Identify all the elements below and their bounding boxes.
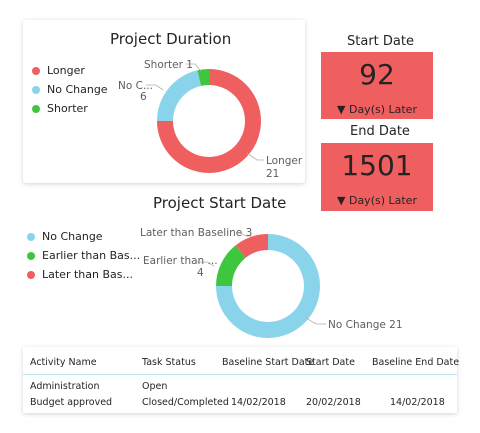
start-date-kpi-subtitle: ▼ Day(s) Later (337, 103, 417, 116)
column-header-baseline-end-date[interactable]: Baseline End Date (372, 357, 460, 368)
legend-label: Later than Bas... (42, 268, 133, 281)
start-date-kpi-title: Start Date (347, 34, 414, 49)
end-date-kpi-subtitle: ▼ Day(s) Later (337, 194, 417, 207)
table-cell-baseline-start: 14/02/2018 (231, 397, 286, 408)
table-cell-activity: Administration (30, 381, 100, 392)
legend-item-earlier[interactable]: Earlier than Bas... (27, 246, 140, 265)
callout-line-earlier (197, 261, 215, 267)
legend-dot-shorter (32, 104, 40, 113)
donut-slice-earlier-than-baseline[interactable] (216, 245, 246, 286)
donut-slice-no-change[interactable] (216, 234, 320, 338)
legend-label: No Change (47, 83, 108, 96)
legend-label: Longer (47, 64, 85, 77)
activity-table (23, 347, 457, 413)
table-cell-baseline-end: 14/02/2018 (390, 397, 445, 408)
project-duration-legend: Longer No Change Shorter (32, 61, 108, 118)
table-header-divider (23, 374, 457, 375)
legend-dot-longer (32, 66, 40, 75)
legend-item-shorter[interactable]: Shorter (32, 99, 108, 118)
callout-later: Later than Baseline 3 (140, 227, 252, 239)
legend-item-no-change[interactable]: No Change (27, 227, 140, 246)
callout-line-no-change (146, 84, 164, 91)
callout-longer-value: 21 (266, 168, 279, 180)
end-date-kpi-value: 1501 (341, 149, 413, 182)
column-header-start-date[interactable]: Start Date (306, 357, 355, 368)
column-header-activity-name[interactable]: Activity Name (30, 357, 97, 368)
donut-slice-shorter[interactable] (197, 69, 209, 86)
callout-line-shorter (186, 63, 202, 72)
legend-item-later[interactable]: Later than Bas... (27, 265, 140, 284)
donut-slice-later-than-baseline[interactable] (235, 234, 268, 258)
table-cell-start: 20/02/2018 (306, 397, 361, 408)
donut-slice-longer[interactable] (157, 69, 261, 173)
legend-dot-no-change (27, 232, 35, 241)
start-date-kpi-value: 92 (359, 58, 395, 91)
table-cell-activity: Budget approved (30, 397, 113, 408)
callout-line-later (237, 231, 252, 237)
callout-shorter: Shorter 1 (144, 59, 193, 71)
legend-label: Shorter (47, 102, 88, 115)
end-date-kpi-card: 1501 ▼ Day(s) Later (321, 143, 433, 211)
callout-line-longer (246, 152, 264, 161)
project-start-date-title: Project Start Date (153, 194, 287, 212)
donut-slice-no-change[interactable] (157, 70, 201, 121)
callout-earlier-value: 4 (197, 267, 204, 279)
legend-label: No Change (42, 230, 103, 243)
project-duration-title: Project Duration (110, 30, 232, 48)
legend-dot-later (27, 270, 35, 279)
callout-earlier-name: Earlier than ... (143, 255, 218, 267)
callout-longer-name: Longer (266, 155, 303, 167)
callout-line-no-change (305, 317, 326, 325)
callout-no-change-value: 6 (140, 91, 147, 103)
legend-dot-earlier (27, 251, 35, 260)
table-cell-status: Closed/Completed (142, 397, 229, 408)
legend-item-longer[interactable]: Longer (32, 61, 108, 80)
legend-label: Earlier than Bas... (42, 249, 141, 262)
start-date-kpi-card: 92 ▼ Day(s) Later (321, 52, 433, 119)
callout-no-change-name: No C... (118, 80, 153, 92)
legend-item-no-change[interactable]: No Change (32, 80, 108, 99)
callout-no-change: No Change 21 (328, 319, 403, 331)
column-header-task-status[interactable]: Task Status (142, 357, 196, 368)
legend-dot-no-change (32, 85, 40, 94)
end-date-kpi-title: End Date (350, 124, 410, 139)
column-header-baseline-start-date[interactable]: Baseline Start Date (222, 357, 315, 368)
table-cell-status: Open (142, 381, 168, 392)
project-start-date-legend: No Change Earlier than Bas... Later than… (27, 227, 140, 284)
